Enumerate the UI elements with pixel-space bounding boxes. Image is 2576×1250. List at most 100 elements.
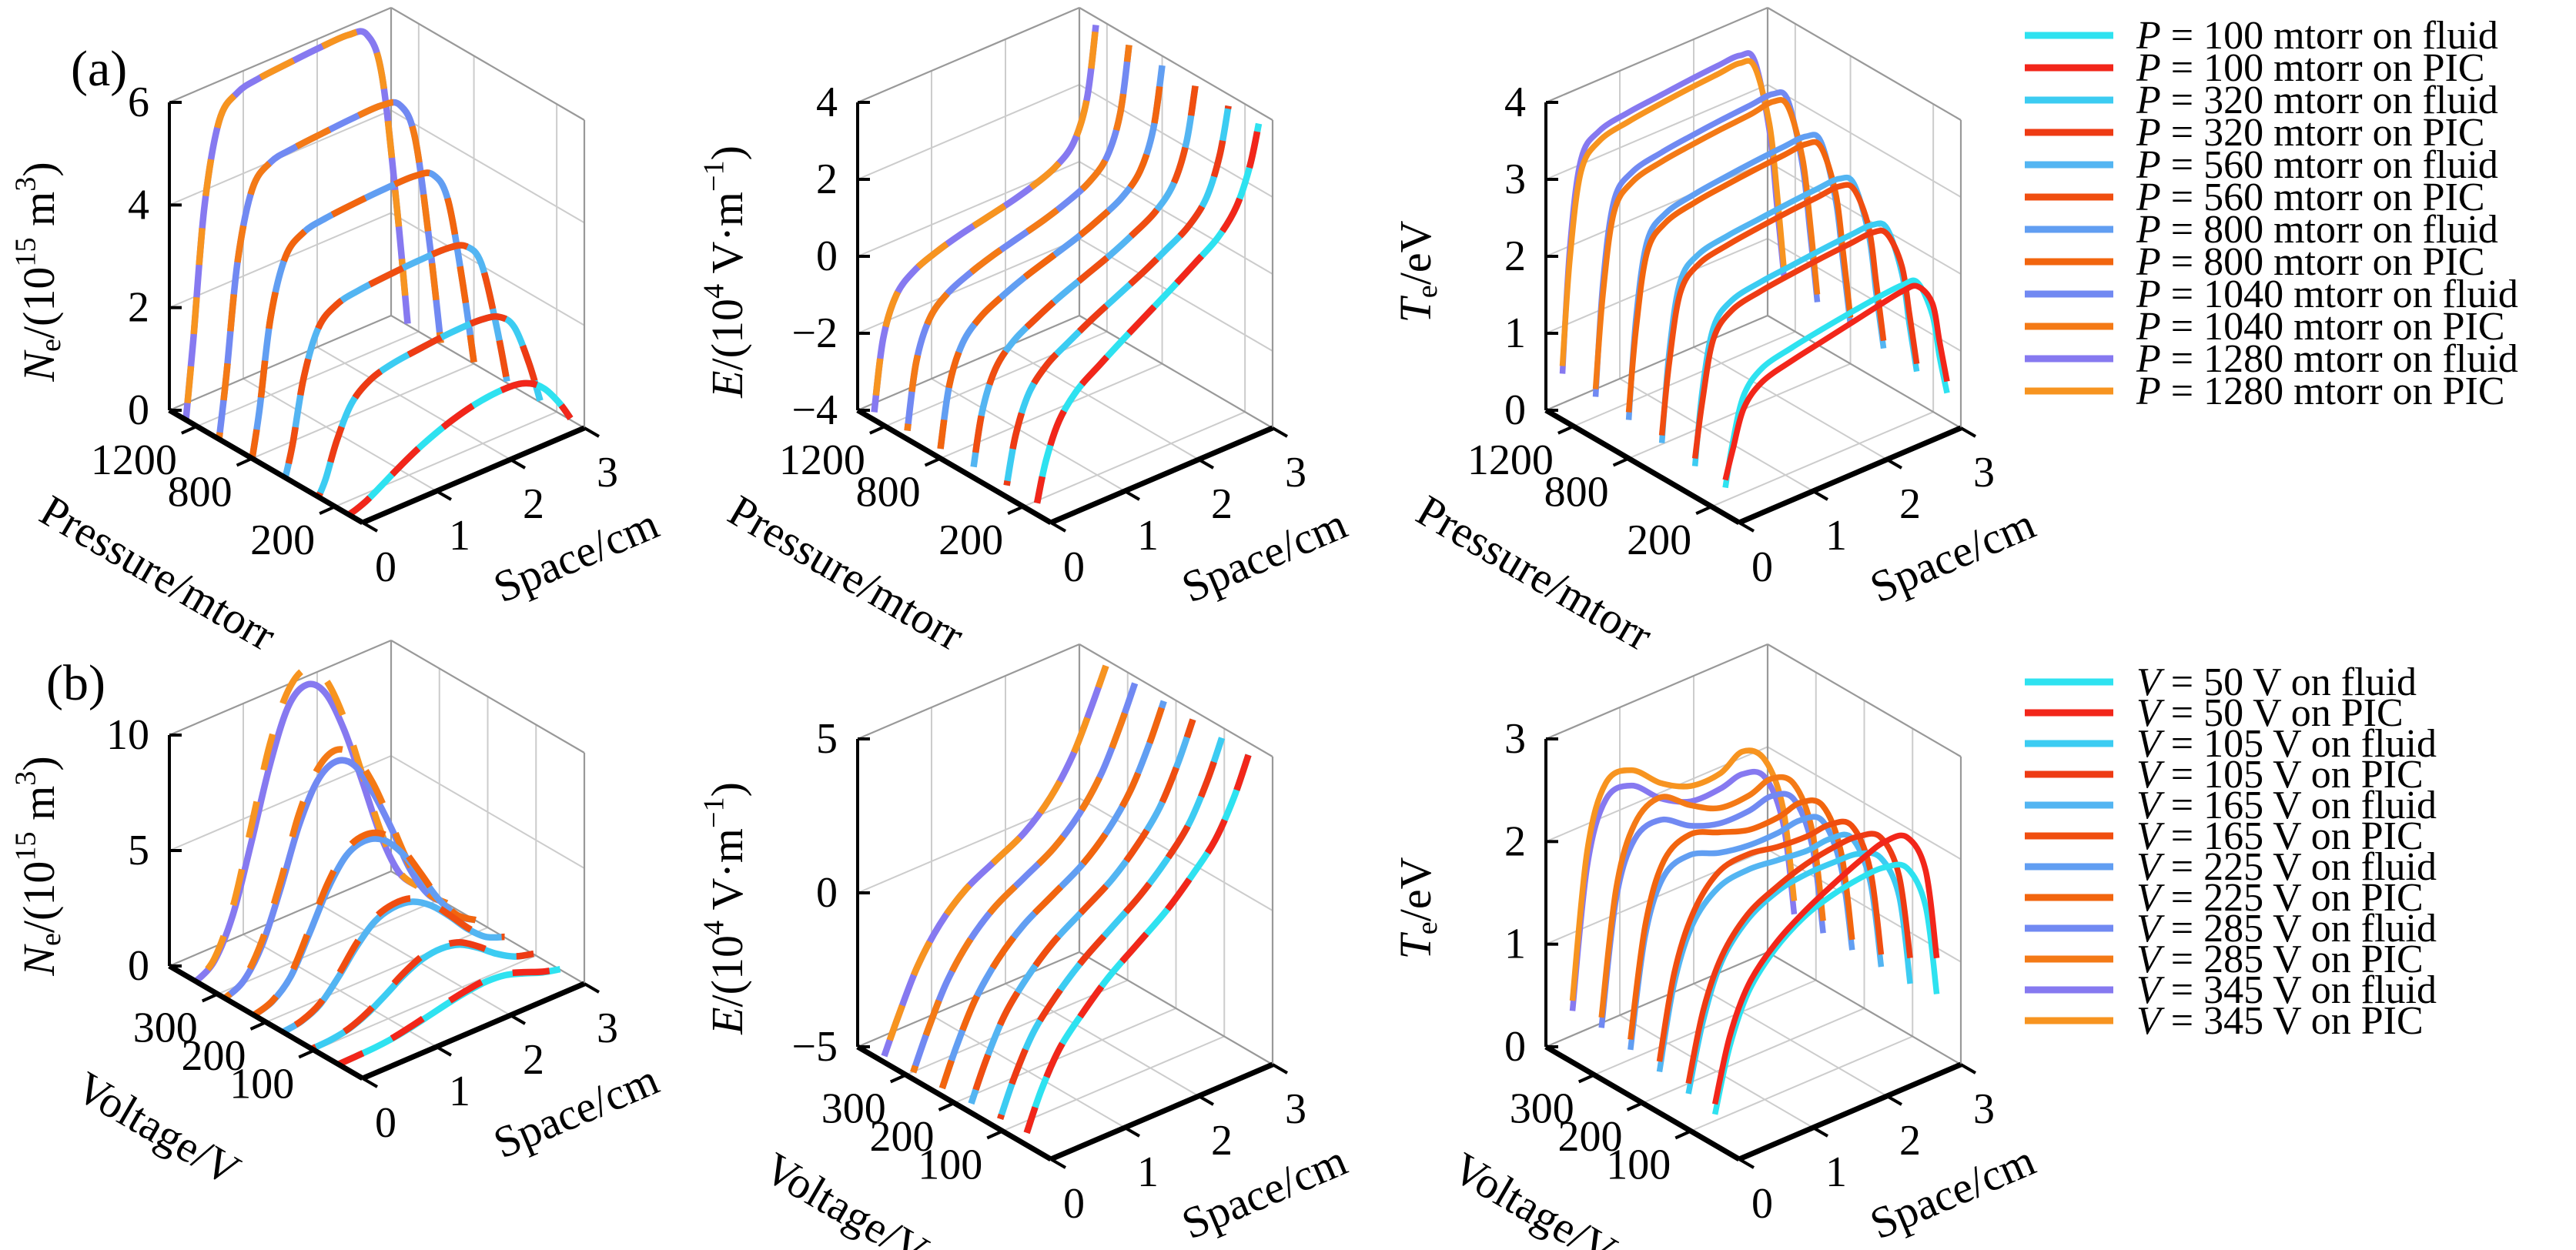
- legend-label: V = 105 V on PIC: [2136, 753, 2424, 797]
- legend-label: P = 1040 mtorr on PIC: [2136, 305, 2505, 349]
- y-tick: [1007, 505, 1024, 515]
- grid-line: [1005, 346, 1199, 460]
- panel-label-a: (a): [71, 41, 128, 97]
- legend-item: V = 50 V on PIC: [2025, 691, 2404, 735]
- curve-b1-50-pic: [336, 965, 561, 1068]
- legend-label: P = 560 mtorr on fluid: [2136, 143, 2498, 187]
- z-tick-label: 3: [1504, 715, 1526, 763]
- box-edge: [169, 6, 392, 104]
- z-tick-label: −2: [791, 309, 838, 357]
- box-edge: [169, 870, 392, 968]
- z-axis-title: Te/eV: [1390, 857, 1444, 959]
- legend-item: V = 285 V on PIC: [2025, 938, 2424, 981]
- box-edge: [169, 314, 392, 412]
- curve-b2-225-pic: [938, 700, 1167, 1090]
- box-edge: [390, 7, 585, 121]
- x-tick-label: 1: [449, 1068, 470, 1115]
- x-tick: [1959, 426, 1977, 438]
- y-tick-label: 200: [250, 516, 315, 564]
- legend-item: P = 1040 mtorr on PIC: [2025, 305, 2505, 349]
- box-edge: [857, 643, 1080, 740]
- legend-label: V = 50 V on fluid: [2136, 660, 2417, 704]
- z-tick-label: 2: [816, 155, 838, 203]
- legend-item: P = 1280 mtorr on PIC: [2025, 369, 2505, 413]
- y-tick-label: 100: [229, 1061, 294, 1108]
- z-tick-label: 2: [128, 284, 149, 332]
- y-tick-label: 1200: [1467, 436, 1554, 484]
- legend-item: P = 560 mtorr on fluid: [2025, 143, 2498, 187]
- grid-line: [196, 330, 420, 427]
- z-tick-label: 1: [1504, 921, 1526, 968]
- grid-line: [1573, 330, 1796, 427]
- x-tick-label: 2: [1899, 1117, 1921, 1165]
- x-tick-label: 2: [1211, 480, 1233, 528]
- x-tick-label: 1: [449, 512, 470, 560]
- z-tick-label: 4: [128, 181, 149, 229]
- curve-a3-100-fluid: [1722, 277, 1950, 489]
- curve-a1-800-pic: [249, 169, 477, 460]
- x-axis-line: [361, 425, 586, 526]
- z-tick-label: 0: [816, 869, 838, 917]
- x-tick: [1271, 1063, 1289, 1075]
- curve-b1-105-pic: [310, 939, 534, 1052]
- legend-item: P = 320 mtorr on fluid: [2025, 79, 2498, 122]
- curve-a2-100-pic: [1033, 122, 1263, 504]
- box-edge: [1545, 643, 1768, 740]
- curve-b3-165-pic: [1656, 818, 1885, 1062]
- grid-line: [885, 330, 1108, 427]
- x-tick-label: 2: [523, 480, 544, 528]
- curve-a1-320-pic: [315, 313, 544, 499]
- y-tick-label: 300: [821, 1085, 886, 1133]
- z-tick-label: 4: [816, 79, 838, 126]
- curve-a1-1280-pic: [182, 28, 411, 420]
- x-tick-label: 0: [375, 1099, 396, 1147]
- grid-line: [390, 212, 585, 326]
- curve-b3-105-pic: [1685, 831, 1913, 1085]
- legend-item: V = 225 V on PIC: [2025, 876, 2424, 920]
- grid-line: [252, 363, 474, 460]
- y-tick: [1577, 1073, 1595, 1084]
- grid-line: [1711, 411, 1934, 508]
- z-tick-label: 0: [128, 942, 149, 990]
- y-tick-label: 200: [182, 1032, 246, 1080]
- legend-item: P = 1040 mtorr on fluid: [2025, 272, 2518, 316]
- legend-item: P = 800 mtorr on PIC: [2025, 240, 2485, 284]
- y-tick: [1557, 425, 1574, 435]
- y-tick: [889, 1073, 907, 1084]
- y-tick: [181, 425, 198, 435]
- grid-line: [1022, 411, 1246, 508]
- curve-b3-50-pic: [1711, 832, 1940, 1105]
- x-axis-title: Space/cm: [1863, 498, 2042, 612]
- x-axis-title: Space/cm: [1175, 1135, 1354, 1248]
- legend-item: P = 100 mtorr on PIC: [2025, 46, 2485, 90]
- y-tick: [236, 456, 253, 467]
- box-edge: [1767, 643, 1962, 757]
- x-tick-label: 0: [1751, 543, 1773, 591]
- y-axis-title: Pressure/mtorr: [32, 485, 284, 660]
- legend-label: V = 345 V on fluid: [2136, 968, 2437, 1012]
- x-axis-title: Space/cm: [487, 498, 666, 612]
- z-tick-label: 2: [1504, 817, 1526, 865]
- y-tick-label: 100: [1606, 1141, 1671, 1189]
- y-axis-line: [1544, 407, 1741, 526]
- x-tick-label: 3: [1973, 1085, 1995, 1133]
- curve-a3-800-pic: [1625, 139, 1854, 413]
- legend-item: V = 105 V on fluid: [2025, 722, 2437, 766]
- grid-line: [1545, 238, 1768, 334]
- y-tick: [1674, 1129, 1692, 1140]
- x-tick: [435, 1045, 453, 1057]
- z-axis-title: E/(104 V·m−1): [698, 145, 752, 399]
- z-tick-label: 1: [1504, 309, 1526, 357]
- curve-b2-105-fluid: [997, 737, 1226, 1121]
- legend-label: P = 1280 mtorr on PIC: [2136, 369, 2505, 413]
- x-tick-label: 1: [1825, 1148, 1847, 1196]
- grid-line: [857, 84, 1080, 180]
- y-tick-label: 200: [870, 1113, 935, 1161]
- curve-b1-345-pic: [193, 664, 420, 984]
- x-tick: [1049, 521, 1067, 533]
- legend-item: V = 105 V on PIC: [2025, 753, 2424, 797]
- x-tick: [509, 1014, 527, 1025]
